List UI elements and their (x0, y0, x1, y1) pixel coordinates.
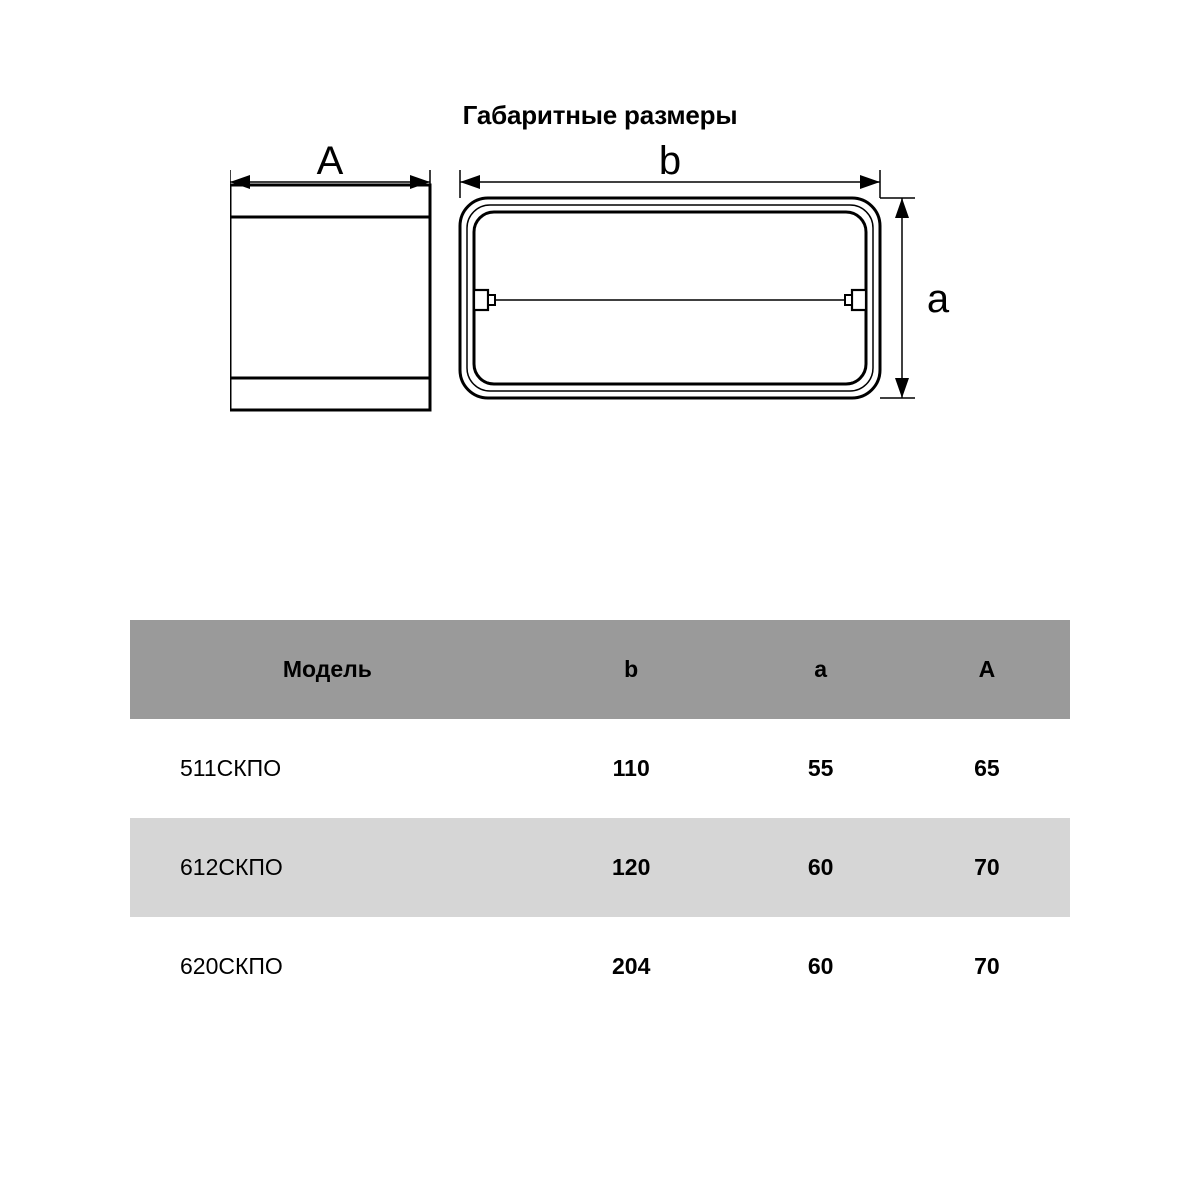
cell-A: 65 (904, 719, 1070, 818)
table-row: 612СКПО 120 60 70 (130, 818, 1070, 917)
dim-label-b: b (659, 140, 681, 183)
dimension-drawing: A b (230, 140, 970, 440)
cell-a: 55 (738, 719, 904, 818)
table-header-row: Модель b a A (130, 620, 1070, 719)
cell-A: 70 (904, 917, 1070, 1016)
dimensions-table: Модель b a A 511СКПО 110 55 65 612СКПО 1… (130, 620, 1070, 1016)
cell-b: 204 (525, 917, 738, 1016)
cell-a: 60 (738, 917, 904, 1016)
dim-label-A: A (317, 140, 344, 183)
table-row: 620СКПО 204 60 70 (130, 917, 1070, 1016)
table-row: 511СКПО 110 55 65 (130, 719, 1070, 818)
dim-label-a: a (927, 277, 950, 321)
col-a: a (738, 620, 904, 719)
cell-model: 511СКПО (130, 719, 525, 818)
page-title: Габаритные размеры (0, 100, 1200, 131)
cell-model: 620СКПО (130, 917, 525, 1016)
col-b: b (525, 620, 738, 719)
cell-model: 612СКПО (130, 818, 525, 917)
cell-b: 120 (525, 818, 738, 917)
cell-A: 70 (904, 818, 1070, 917)
cell-a: 60 (738, 818, 904, 917)
cell-b: 110 (525, 719, 738, 818)
col-model: Модель (130, 620, 525, 719)
col-A: A (904, 620, 1070, 719)
